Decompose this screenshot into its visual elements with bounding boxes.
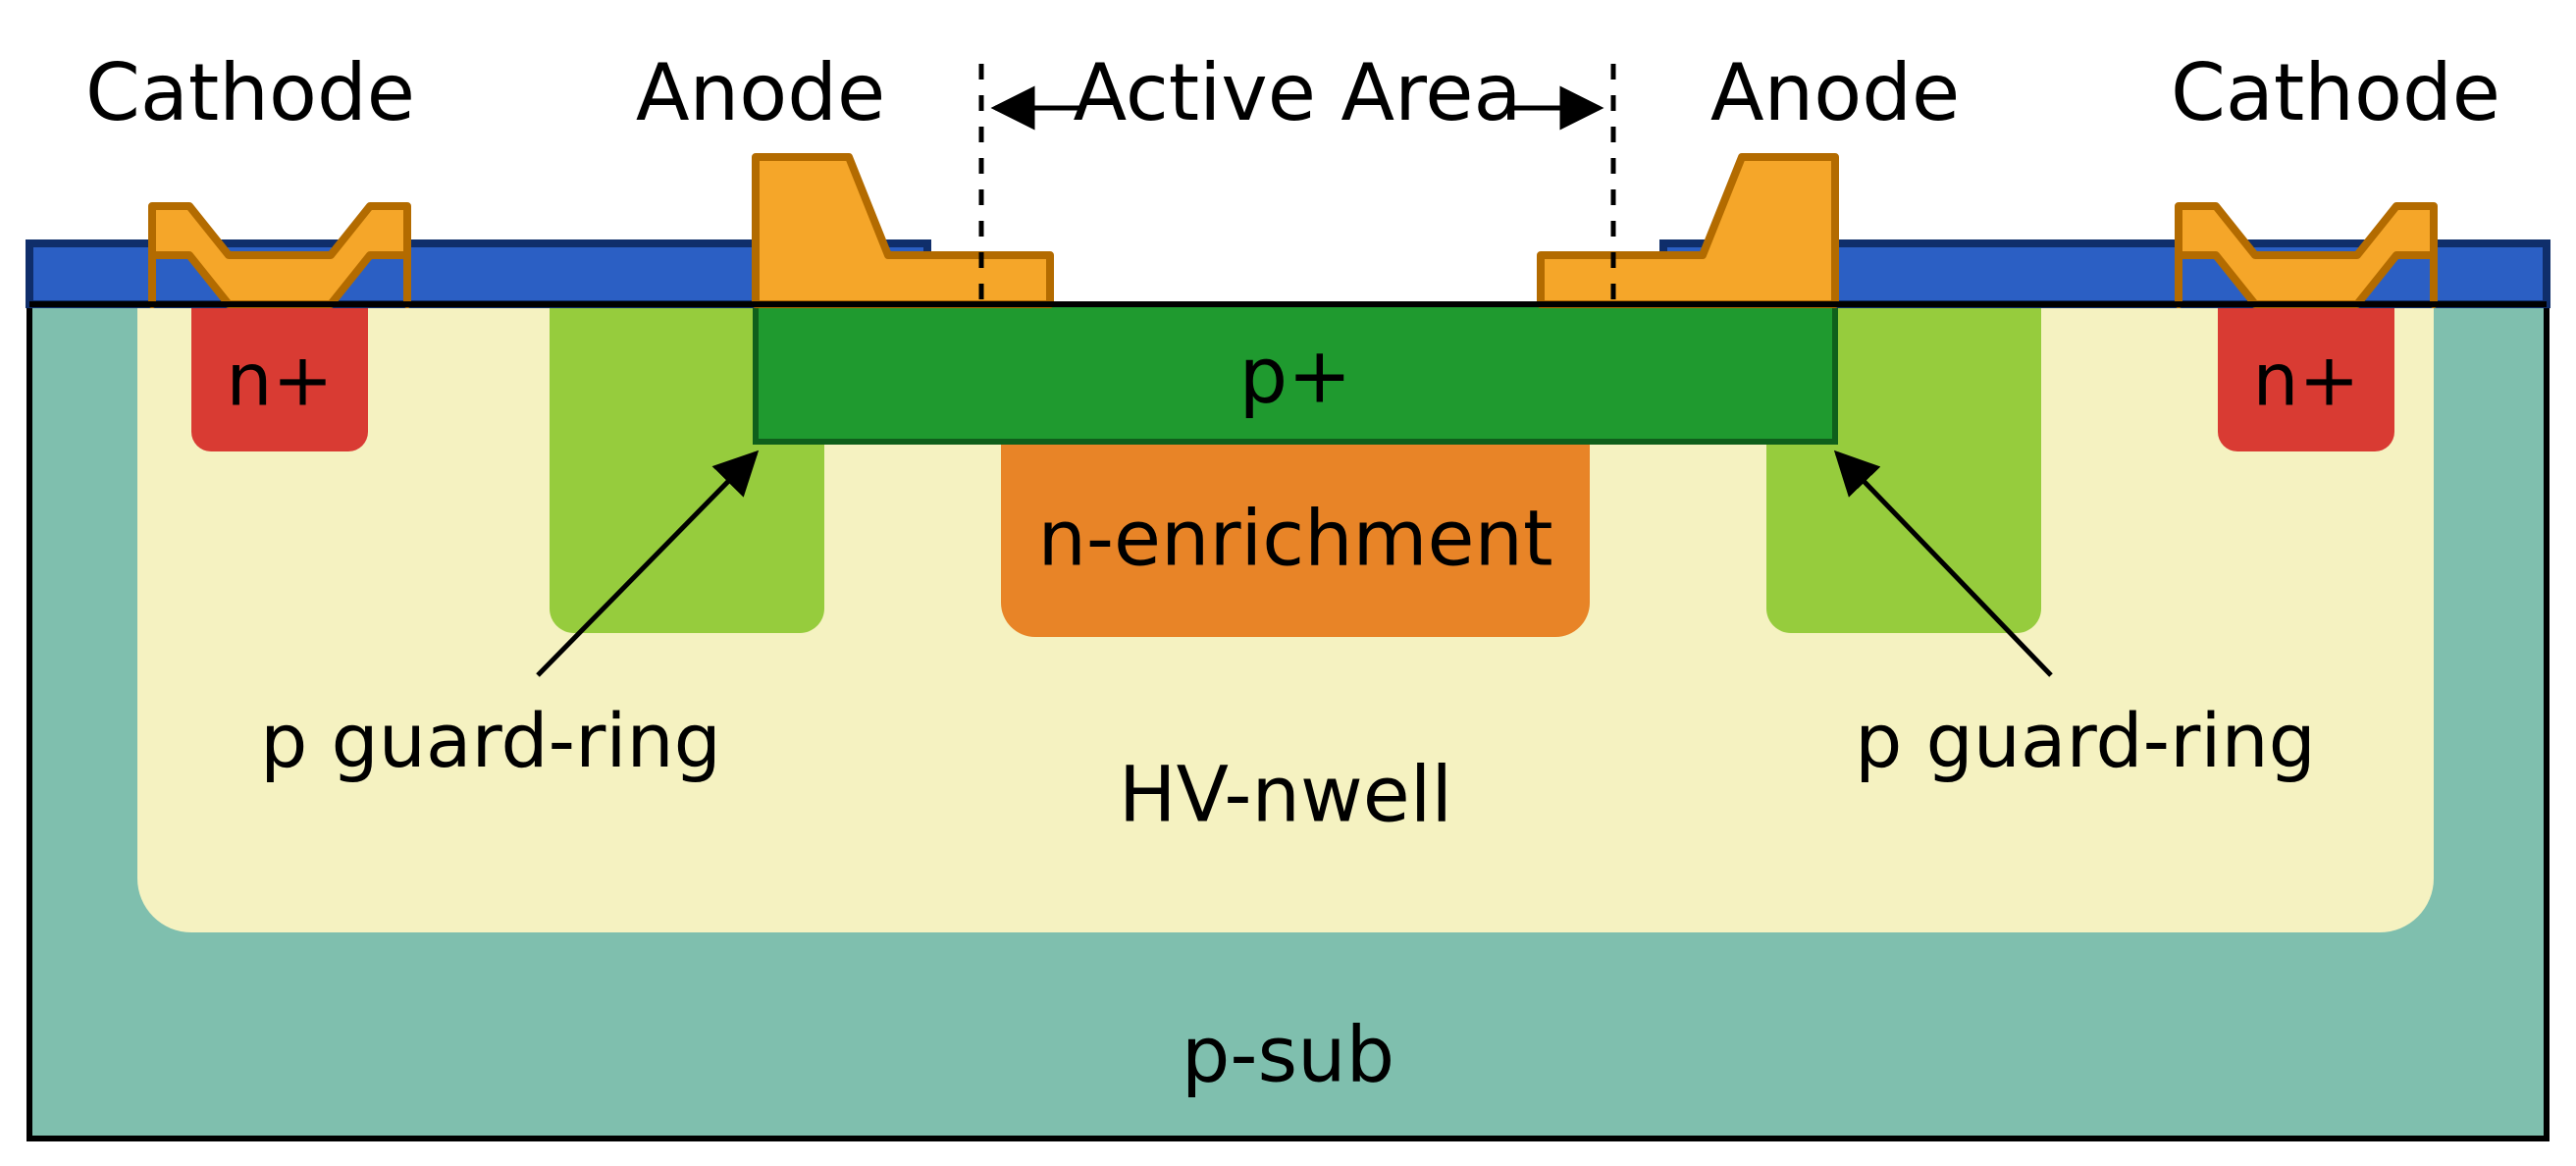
n-plus-right-label: n+ bbox=[2253, 339, 2360, 423]
n-plus-left-label: n+ bbox=[227, 339, 334, 423]
p-guard-ring-right-label: p guard-ring bbox=[1855, 697, 2316, 784]
p-guard-ring-left-label: p guard-ring bbox=[260, 697, 721, 784]
n-enrichment-label: n-enrichment bbox=[1037, 495, 1552, 583]
anode-left-label: Anode bbox=[636, 47, 885, 138]
p-sub-label: p-sub bbox=[1182, 1011, 1394, 1099]
anode-contact-right bbox=[1541, 157, 1835, 304]
p-plus-label: p+ bbox=[1239, 332, 1352, 420]
cathode-left-label: Cathode bbox=[85, 47, 415, 138]
anode-contact-left bbox=[756, 157, 1050, 304]
semiconductor-cross-section-diagram: Cathode Anode Active Area Anode Cathode … bbox=[0, 0, 2576, 1166]
anode-right-label: Anode bbox=[1710, 47, 1960, 138]
cathode-right-label: Cathode bbox=[2171, 47, 2500, 138]
hv-nwell-label: HV-nwell bbox=[1119, 751, 1452, 839]
active-area-label: Active Area bbox=[1074, 47, 1522, 138]
